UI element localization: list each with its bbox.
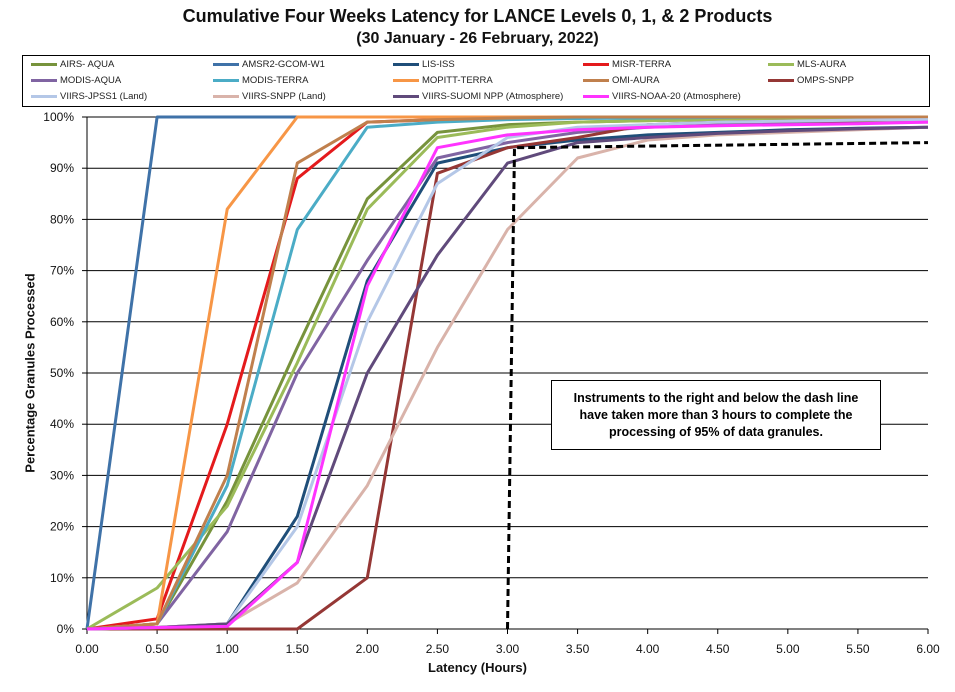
y-tick-label: 50% [50,366,74,380]
legend-item: AIRS- AQUA [31,57,114,72]
y-tick-label: 60% [50,315,74,329]
legend-swatch [393,95,419,98]
x-tick-label: 1.00 [215,642,239,656]
x-tick-label: 1.50 [286,642,310,656]
series-line-omi-aura [86,115,928,631]
legend-item: LIS-ISS [393,57,455,72]
chart-subtitle: (30 January - 26 February, 2022) [356,30,599,47]
legend-swatch [583,95,609,98]
legend-swatch [213,79,239,82]
series-line-viirs-noaa-20-atmosphere [86,120,929,631]
legend-label: OMPS-SNPP [797,75,855,86]
series-line-viirs-suomi-npp-atmosphere [86,125,929,631]
chart-title: Cumulative Four Weeks Latency for LANCE … [182,6,773,26]
legend-label: VIIRS-NOAA-20 (Atmosphere) [612,91,741,102]
legend-item: VIIRS-SNPP (Land) [213,89,326,104]
x-tick-label: 3.50 [566,642,590,656]
y-axis-label: Percentage Granules Processed [22,273,38,473]
legend-item: MODIS-AQUA [31,73,121,88]
legend-item: MISR-TERRA [583,57,671,72]
legend-item: MODIS-TERRA [213,73,309,88]
legend-item: OMPS-SNPP [768,73,854,88]
legend-swatch [393,79,419,82]
x-tick-label: 5.50 [846,642,870,656]
legend-swatch [583,63,609,66]
legend-label: AMSR2-GCOM-W1 [242,59,325,70]
legend-label: VIIRS-SUOMI NPP (Atmosphere) [422,91,564,102]
legend-swatch [31,95,57,98]
legend-label: MLS-AURA [797,59,847,70]
legend-swatch [768,79,794,82]
y-tick-label: 40% [50,417,74,431]
chart-annotation: Instruments to the right and below the d… [551,380,881,450]
y-tick-label: 80% [50,212,74,226]
legend-swatch [213,63,239,66]
legend-item: MLS-AURA [768,57,846,72]
reference-dashed-line [506,141,929,630]
x-tick-label: 4.50 [706,642,730,656]
legend-label: MODIS-AQUA [60,75,122,86]
legend-swatch [31,63,57,66]
x-tick-label: 6.00 [916,642,940,656]
y-tick-label: 70% [50,264,74,278]
x-tick-label: 5.00 [776,642,800,656]
legend-item: VIIRS-SUOMI NPP (Atmosphere) [393,89,563,104]
legend-label: LIS-ISS [422,59,455,70]
legend-label: OMI-AURA [612,75,660,86]
legend-item: VIIRS-NOAA-20 (Atmosphere) [583,89,741,104]
x-axis-label: Latency (Hours) [428,660,527,675]
x-tick-label: 0.00 [75,642,99,656]
legend-label: MISR-TERRA [612,59,672,70]
series-line-lis-iss [86,125,929,631]
legend-swatch [213,95,239,98]
y-tick-label: 100% [43,110,74,124]
legend-swatch [768,63,794,66]
legend-label: VIIRS-JPSS1 (Land) [60,91,148,102]
series-line-mls-aura [86,116,929,631]
legend-label: MOPITT-TERRA [422,75,493,86]
x-tick-label: 2.00 [356,642,380,656]
series-line-omps-snpp [87,118,929,631]
legend-item: MOPITT-TERRA [393,73,493,88]
chart-legend: AIRS- AQUA AMSR2-GCOM-W1 LIS-ISS MISR-TERRA… [22,55,930,107]
legend-swatch [31,79,57,82]
y-tick-label: 30% [50,468,74,482]
legend-label: VIIRS-SNPP (Land) [242,91,326,102]
legend-label: MODIS-TERRA [242,75,309,86]
legend-label: AIRS- AQUA [60,59,115,70]
series-line-viirs-snpp-land [86,125,929,631]
legend-item: AMSR2-GCOM-W1 [213,57,325,72]
y-tick-label: 90% [50,161,74,175]
legend-item: OMI-AURA [583,73,660,88]
y-tick-label: 0% [57,622,75,636]
y-tick-label: 10% [50,571,74,585]
x-tick-label: 2.50 [426,642,450,656]
x-tick-label: 3.00 [496,642,520,656]
legend-item: VIIRS-JPSS1 (Land) [31,89,147,104]
y-tick-label: 20% [50,520,74,534]
series-line-modis-aqua [86,120,928,631]
legend-swatch [583,79,609,82]
x-tick-label: 0.50 [145,642,169,656]
x-tick-label: 4.00 [636,642,660,656]
legend-swatch [393,63,419,66]
